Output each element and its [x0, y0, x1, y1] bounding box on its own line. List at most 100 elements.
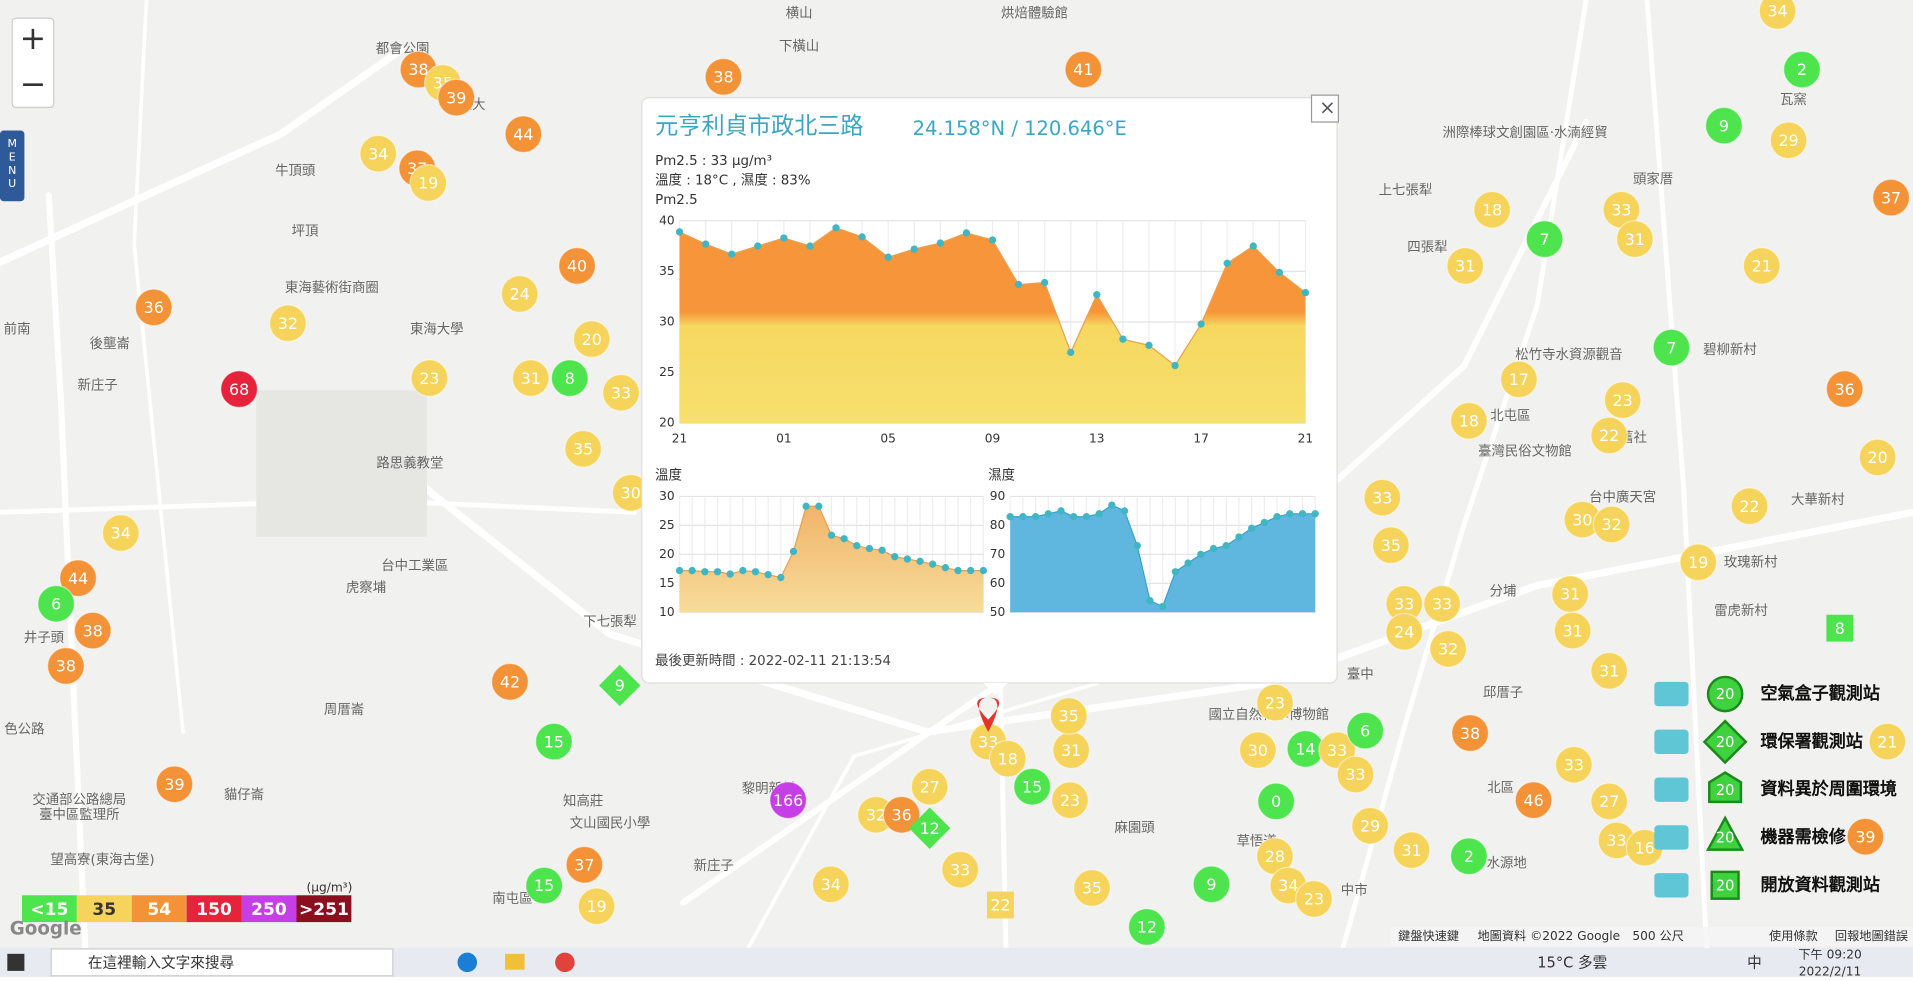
menu-tab[interactable]: [0, 130, 25, 202]
airbox-marker: [1450, 837, 1488, 876]
zoom-in[interactable]: +: [20, 21, 47, 57]
marker-value: 38: [408, 60, 428, 79]
place-label: 周厝崙: [324, 702, 365, 718]
airbox-marker: [910, 767, 949, 806]
edge-icon[interactable]: [457, 952, 478, 973]
point: [1311, 510, 1319, 518]
airbox-marker: [1473, 190, 1512, 229]
place-label: 烘焙體驗館: [1001, 5, 1068, 21]
marker-value: 15: [544, 732, 564, 751]
airbox-marker: [882, 795, 921, 834]
marker-value: 32: [278, 314, 298, 333]
airbox-marker: [550, 359, 589, 398]
legend-icon: [1706, 675, 1744, 713]
point: [1133, 542, 1141, 550]
point: [865, 544, 874, 553]
open-data-marker: [987, 891, 1014, 919]
marker-value: 42: [500, 673, 520, 692]
airbox-marker: [409, 164, 448, 202]
airbox-marker: [1590, 651, 1629, 690]
point: [701, 240, 710, 248]
point: [832, 224, 840, 232]
place-label: 瓦窯: [1780, 91, 1807, 108]
marker-value: 23: [1060, 791, 1080, 810]
airbox-marker: [1371, 526, 1410, 565]
place-label: 井子頭: [24, 630, 65, 646]
unit-label: (μg/m³): [306, 880, 352, 894]
y-tick-label: 20: [659, 547, 675, 561]
airbox-marker: [1758, 0, 1797, 30]
marker-value: 44: [68, 569, 88, 588]
close-button[interactable]: ×: [1319, 96, 1335, 119]
scale-swatch: [296, 895, 352, 923]
place-label: 碧柳新村: [1703, 342, 1757, 358]
marker-value: 6: [1360, 721, 1370, 740]
close-box[interactable]: [1310, 94, 1339, 123]
point: [962, 229, 971, 237]
zoom-out[interactable]: −: [20, 66, 47, 102]
location-pin: [977, 697, 1000, 732]
legend-count: 20: [1716, 830, 1735, 847]
place-label: 文山國民小學: [570, 815, 650, 831]
point: [988, 236, 997, 244]
airbox-marker: [1346, 711, 1385, 750]
place-label: 洲際棒球文創園區·水湳經貿: [1442, 125, 1607, 141]
point: [1273, 513, 1281, 521]
chrome-icon[interactable]: [555, 952, 575, 973]
point: [884, 253, 892, 261]
area: [679, 227, 1306, 424]
airbox-marker: [1013, 767, 1052, 806]
airbox-marker: [1363, 478, 1402, 517]
place-label: 臺中區監理所: [39, 806, 119, 823]
marker-value: 32: [866, 805, 886, 824]
point: [1095, 510, 1103, 518]
marker-value: 38: [83, 621, 103, 640]
marker-value: 24: [510, 285, 530, 304]
point: [764, 570, 772, 579]
airbox-marker: [988, 739, 1027, 778]
marker-value: 36: [892, 805, 912, 824]
marker-value: 33: [1345, 765, 1365, 784]
airbox-marker: [1049, 697, 1088, 735]
point: [1197, 320, 1205, 328]
point: [1260, 518, 1269, 527]
point: [777, 573, 785, 582]
marker-value: 39: [1855, 827, 1875, 846]
scale-swatch: [131, 895, 187, 923]
start-button[interactable]: [7, 953, 25, 971]
y-tick-label: 20: [659, 416, 675, 430]
explorer-icon[interactable]: [505, 953, 525, 970]
airbox-marker: [1554, 745, 1593, 784]
airbox-marker: [1451, 714, 1490, 752]
popup-title: 元亨利貞市政北三路: [655, 112, 863, 139]
popup: × 元亨利貞市政北三路 24.158°N / 120.646°E Pm2.5 :…: [641, 94, 1339, 696]
marker-value: 166: [773, 791, 803, 810]
place-label: 路思義教堂: [376, 454, 443, 471]
zoom-control[interactable]: + −: [11, 17, 55, 108]
point: [1120, 507, 1129, 515]
marker-value: 31: [1560, 585, 1580, 604]
legend-pictogram: [1654, 729, 1689, 755]
search-box[interactable]: [50, 948, 394, 977]
scale-swatch: [21, 895, 77, 923]
airbox-marker: [525, 866, 564, 905]
point: [1247, 524, 1256, 532]
airbox-marker: [46, 647, 85, 685]
pm-reading: Pm2.5 : 33 μg/m³: [655, 154, 772, 169]
marker-value: 16: [1635, 838, 1655, 857]
point: [1197, 550, 1205, 559]
point: [1040, 278, 1049, 287]
airbox-marker: [1051, 781, 1089, 820]
airbox-marker: [1500, 360, 1538, 399]
airbox-marker: [1257, 782, 1296, 821]
marker-value: 22: [990, 896, 1010, 915]
point: [1301, 288, 1310, 297]
place-label: 水源地: [1487, 856, 1527, 872]
marker-value: 38: [56, 657, 76, 676]
marker-value: 33: [950, 860, 970, 879]
place-label: 坪頂: [292, 224, 319, 240]
search-placeholder[interactable]: 在這裡輸入文字來搜尋: [88, 955, 234, 972]
weather: 15°C 多雲: [1537, 955, 1607, 972]
